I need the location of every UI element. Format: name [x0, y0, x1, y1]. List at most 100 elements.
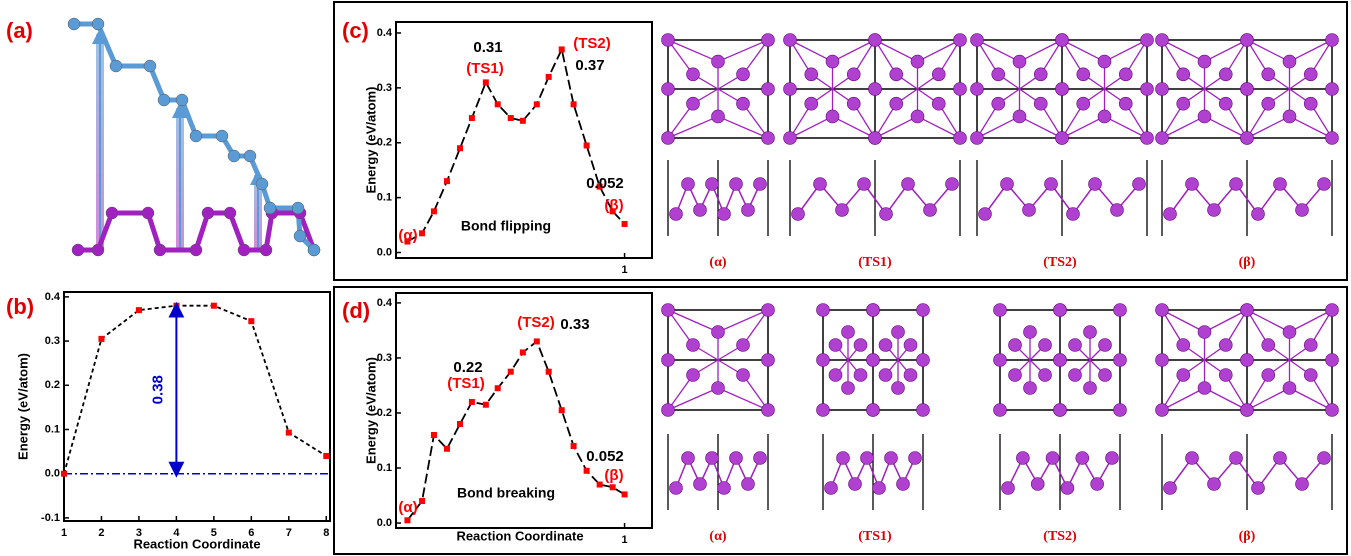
atom [1262, 68, 1275, 81]
y-tick-label: 0.3 [45, 335, 60, 347]
marker [98, 336, 104, 342]
marker [457, 145, 463, 151]
y-tick-label: 0.3 [377, 352, 392, 364]
marker [622, 221, 628, 227]
atom [1318, 452, 1331, 465]
atom [1208, 204, 1221, 217]
atom [1186, 178, 1199, 191]
atom [1009, 339, 1022, 352]
y-tick-label: 0.1 [377, 462, 392, 474]
figure: (a) (b) (c) (d) -0.10.00.10.20.30.412345… [0, 0, 1351, 556]
marker [571, 443, 577, 449]
atom [867, 404, 880, 417]
atom [1023, 204, 1036, 217]
atom [1141, 132, 1154, 145]
atom [190, 130, 202, 142]
atom [1031, 478, 1044, 491]
atom [1013, 55, 1026, 68]
atom [1114, 354, 1127, 367]
atom [1241, 354, 1254, 367]
atom [1091, 478, 1104, 491]
atom [694, 204, 707, 217]
atom [662, 34, 675, 47]
atom [718, 208, 731, 221]
marker [571, 101, 577, 107]
atom [72, 244, 84, 256]
atom [762, 304, 775, 317]
atom [1039, 369, 1052, 382]
atom [1061, 482, 1074, 495]
atom [1114, 304, 1127, 317]
atom [829, 339, 842, 352]
marker [136, 307, 142, 313]
atom [817, 304, 830, 317]
atom [917, 404, 930, 417]
atom [142, 207, 154, 219]
atom [954, 34, 967, 47]
atom [1067, 208, 1080, 221]
panel-label: (d) [342, 298, 370, 323]
annotation: (TS2) [573, 35, 611, 52]
panel-label: (c) [342, 18, 369, 43]
atom [1164, 482, 1177, 495]
atom [762, 34, 775, 47]
atom [1198, 110, 1211, 123]
atom [1114, 404, 1127, 417]
atom [762, 354, 775, 367]
atom [1252, 482, 1265, 495]
marker [444, 178, 450, 184]
plot-frame [64, 292, 330, 521]
atom [1119, 97, 1132, 110]
atom [1013, 110, 1026, 123]
atom [1054, 354, 1067, 367]
annotation: 0.052 [586, 448, 624, 465]
atom [1084, 382, 1097, 395]
atom [1039, 339, 1052, 352]
atom [879, 369, 892, 382]
atom [1089, 178, 1102, 191]
atom [694, 478, 707, 491]
atom [737, 339, 750, 352]
atom [902, 178, 915, 191]
structure-label: (β) [1239, 255, 1256, 270]
atom [256, 178, 268, 190]
atom [1304, 97, 1317, 110]
atom [805, 97, 818, 110]
marker [495, 101, 501, 107]
atom [92, 244, 104, 256]
atom [260, 244, 272, 256]
y-tick-label: 0.0 [377, 246, 392, 258]
atom [826, 55, 839, 68]
atom [1141, 34, 1154, 47]
atom [879, 339, 892, 352]
atom [216, 130, 228, 142]
atom [228, 150, 240, 162]
marker [559, 46, 565, 52]
atom [1024, 326, 1037, 339]
structure-label: (TS1) [858, 529, 892, 544]
atom [971, 83, 984, 96]
marker [520, 118, 526, 124]
atom [1326, 83, 1339, 96]
atom [904, 339, 917, 352]
atom [1034, 97, 1047, 110]
atom [1069, 369, 1082, 382]
atom [873, 482, 886, 495]
y-tick-label: 0.2 [45, 379, 60, 391]
atom [792, 208, 805, 221]
atom [1326, 404, 1339, 417]
y-tick-label: 0.2 [377, 137, 392, 149]
atom [994, 354, 1007, 367]
atom [885, 452, 898, 465]
y-tick-label: 0.3 [377, 82, 392, 94]
annotation: (β) [604, 467, 623, 484]
marker [483, 402, 489, 408]
x-axis-label: Reaction Coordinate [133, 536, 260, 551]
atom [292, 202, 304, 214]
x-tick-label: 1 [622, 264, 628, 276]
atom [861, 452, 874, 465]
marker [546, 369, 552, 375]
marker [431, 432, 437, 438]
atom [706, 452, 719, 465]
atom [1219, 339, 1232, 352]
